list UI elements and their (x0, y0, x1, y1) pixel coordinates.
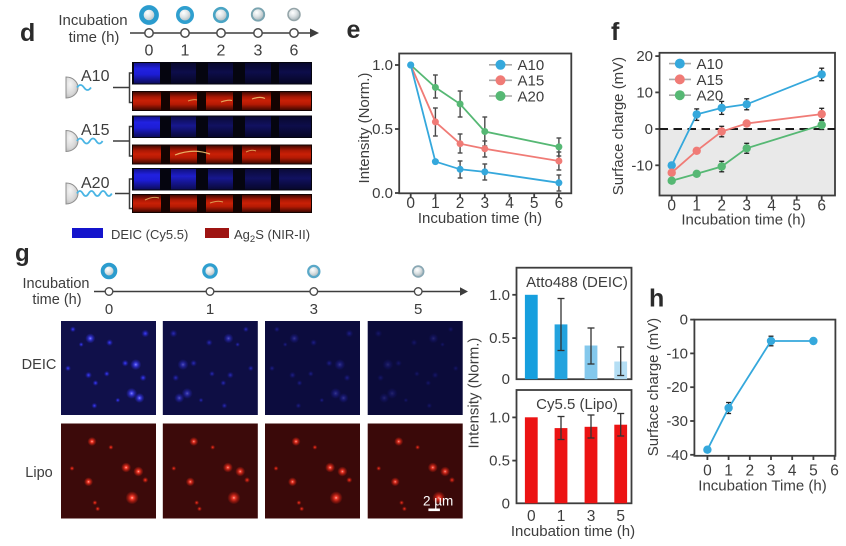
svg-text:3: 3 (742, 198, 751, 215)
svg-text:DEIC: DEIC (22, 357, 57, 373)
svg-text:1.0: 1.0 (489, 409, 510, 426)
svg-text:5: 5 (530, 195, 539, 212)
svg-text:5: 5 (616, 508, 625, 525)
svg-text:2: 2 (717, 198, 726, 215)
svg-text:time (h): time (h) (32, 292, 81, 308)
svg-text:A20: A20 (518, 88, 545, 105)
svg-text:5: 5 (792, 198, 801, 215)
svg-text:4: 4 (505, 195, 514, 212)
svg-text:3: 3 (767, 463, 776, 480)
svg-text:A20: A20 (81, 175, 110, 192)
svg-text:3: 3 (254, 43, 263, 60)
svg-text:0: 0 (527, 508, 536, 525)
svg-text:6: 6 (817, 198, 826, 215)
svg-text:0: 0 (105, 301, 113, 318)
svg-text:1: 1 (181, 43, 190, 60)
svg-text:6: 6 (290, 43, 299, 60)
svg-text:Incubation: Incubation (58, 12, 127, 29)
svg-text:4: 4 (788, 463, 797, 480)
svg-text:3: 3 (587, 508, 596, 525)
svg-text:1.0: 1.0 (489, 287, 510, 304)
svg-text:10: 10 (636, 84, 653, 101)
svg-text:A10: A10 (518, 57, 545, 74)
svg-text:2: 2 (456, 195, 465, 212)
svg-text:2 µm: 2 µm (423, 494, 453, 509)
svg-text:1: 1 (557, 508, 566, 525)
svg-text:5: 5 (809, 463, 818, 480)
svg-text:DEIC (Cy5.5): DEIC (Cy5.5) (111, 227, 188, 242)
svg-text:0: 0 (680, 312, 688, 329)
svg-text:e: e (347, 16, 361, 44)
svg-text:Ag2S (NIR-II): Ag2S (NIR-II) (234, 227, 310, 245)
svg-text:time (h): time (h) (69, 29, 120, 46)
svg-text:4: 4 (767, 198, 776, 215)
svg-text:0: 0 (645, 121, 653, 138)
svg-text:Incubation time (h): Incubation time (h) (681, 212, 805, 229)
svg-text:0.0: 0.0 (372, 185, 393, 202)
svg-text:0.5: 0.5 (489, 453, 510, 470)
svg-text:6: 6 (555, 195, 564, 212)
svg-text:0: 0 (667, 198, 676, 215)
svg-text:2: 2 (217, 43, 226, 60)
svg-text:0: 0 (406, 195, 415, 212)
svg-text:A10: A10 (81, 68, 110, 85)
svg-text:1: 1 (206, 301, 214, 318)
svg-text:A15: A15 (697, 72, 724, 89)
svg-text:0: 0 (145, 43, 154, 60)
svg-text:h: h (649, 285, 664, 313)
svg-text:0: 0 (502, 371, 510, 388)
svg-text:Incubation: Incubation (23, 276, 90, 292)
svg-text:2: 2 (745, 463, 754, 480)
svg-text:g: g (15, 240, 30, 267)
svg-text:0.5: 0.5 (489, 330, 510, 347)
svg-text:0.5: 0.5 (372, 121, 393, 138)
svg-text:0: 0 (703, 463, 712, 480)
svg-text:f: f (611, 18, 620, 46)
svg-text:-40: -40 (666, 447, 688, 464)
svg-text:1: 1 (431, 195, 440, 212)
svg-text:-10: -10 (666, 345, 688, 362)
svg-text:6: 6 (830, 463, 839, 480)
svg-text:A15: A15 (81, 122, 110, 139)
svg-text:A15: A15 (518, 73, 545, 90)
svg-text:3: 3 (310, 301, 318, 318)
svg-text:Incubation time (h): Incubation time (h) (418, 210, 542, 227)
svg-text:3: 3 (480, 195, 489, 212)
svg-text:20: 20 (636, 48, 653, 65)
svg-text:5: 5 (414, 301, 422, 318)
svg-text:d: d (20, 19, 35, 47)
svg-text:Intensity (Norm.): Intensity (Norm.) (466, 338, 483, 449)
svg-text:-20: -20 (666, 379, 688, 396)
svg-text:1.0: 1.0 (372, 57, 393, 74)
svg-text:Lipo: Lipo (25, 465, 52, 481)
svg-text:Incubation Time (h): Incubation Time (h) (698, 478, 826, 495)
svg-text:Incubation time (h): Incubation time (h) (511, 523, 635, 540)
svg-text:0: 0 (502, 495, 510, 512)
svg-text:1: 1 (724, 463, 733, 480)
svg-text:Cy5.5 (Lipo): Cy5.5 (Lipo) (536, 396, 618, 413)
svg-text:Surface charge (mV): Surface charge (mV) (610, 57, 627, 195)
svg-text:Surface charge (mV): Surface charge (mV) (645, 318, 662, 456)
svg-text:A10: A10 (697, 56, 724, 73)
svg-text:1: 1 (692, 198, 701, 215)
svg-text:Intensity (Norm.): Intensity (Norm.) (356, 73, 373, 184)
svg-text:-10: -10 (631, 157, 653, 174)
svg-text:A20: A20 (697, 88, 724, 105)
svg-text:-30: -30 (666, 413, 688, 430)
svg-text:Atto488 (DEIC): Atto488 (DEIC) (526, 274, 628, 291)
